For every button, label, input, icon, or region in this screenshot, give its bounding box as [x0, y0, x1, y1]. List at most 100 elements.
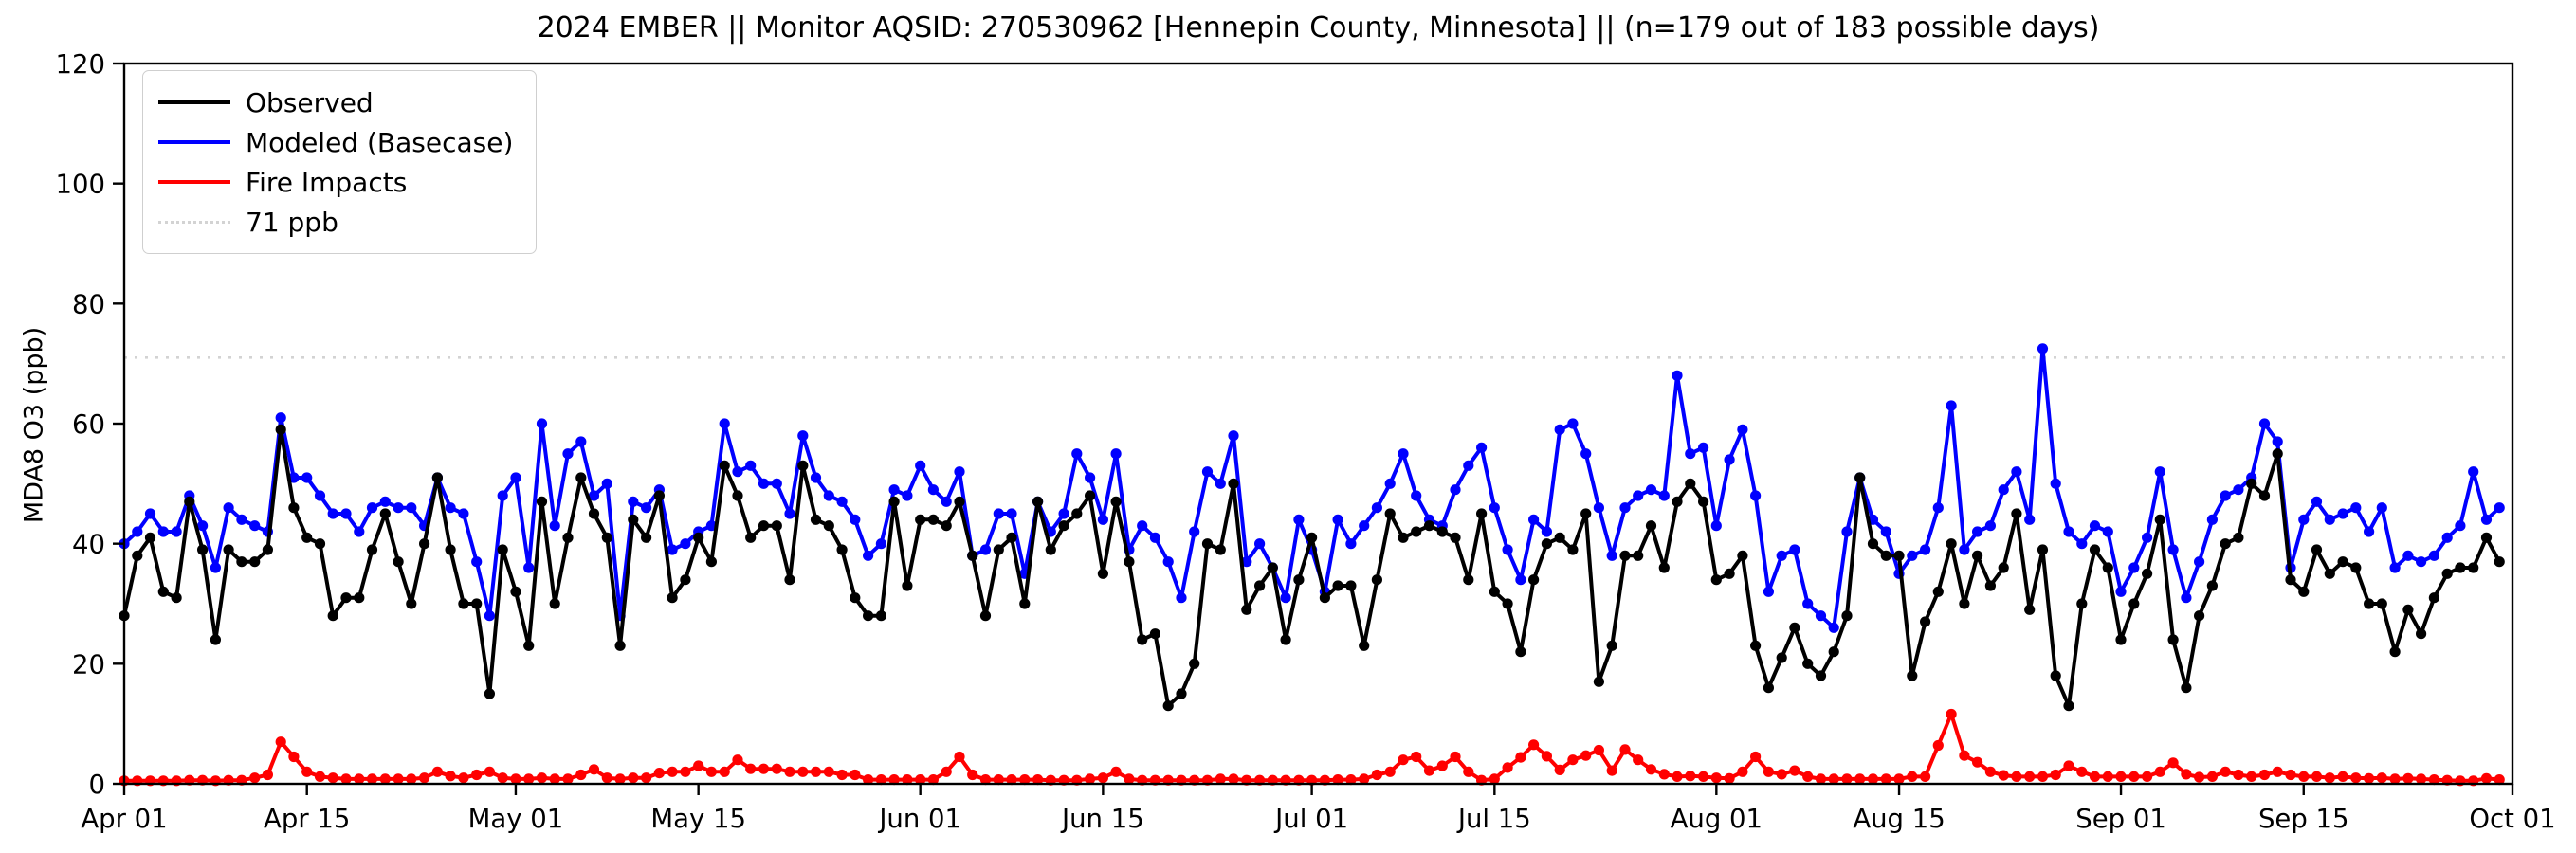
data-point	[1058, 520, 1069, 532]
data-point	[2311, 544, 2323, 555]
data-point	[1384, 508, 1396, 519]
data-point	[458, 508, 469, 519]
data-point	[262, 769, 273, 781]
data-point	[1984, 520, 1996, 532]
data-point	[1032, 496, 1044, 507]
data-point	[667, 766, 678, 777]
data-point	[1176, 592, 1187, 604]
data-point	[1750, 640, 1762, 651]
data-point	[562, 773, 574, 785]
data-point	[680, 766, 691, 777]
data-point	[144, 532, 156, 543]
data-point	[850, 592, 861, 604]
data-point	[653, 490, 666, 501]
data-point	[1645, 484, 1657, 496]
data-point	[1241, 604, 1252, 615]
data-point	[641, 502, 652, 514]
data-point	[2272, 766, 2283, 777]
data-point	[1215, 478, 1226, 489]
data-point	[1384, 478, 1396, 489]
data-point	[314, 490, 326, 501]
data-point	[549, 520, 560, 532]
data-point	[2050, 478, 2061, 489]
data-point	[810, 766, 822, 777]
data-point	[497, 544, 508, 555]
data-point	[419, 538, 430, 550]
data-point	[523, 562, 535, 573]
data-point	[2076, 766, 2088, 777]
data-point	[1110, 448, 1122, 460]
data-point	[301, 472, 313, 483]
x-tick-label: Jul 01	[1273, 804, 1348, 834]
data-point	[2376, 598, 2387, 609]
data-point	[1606, 550, 1617, 561]
data-point	[471, 556, 483, 568]
data-point	[614, 773, 626, 785]
data-point	[641, 772, 652, 784]
data-point	[406, 502, 417, 514]
data-point	[262, 544, 273, 555]
data-point	[1946, 400, 1957, 411]
data-point	[875, 610, 887, 622]
data-point	[2233, 484, 2244, 496]
data-point	[1633, 754, 1644, 766]
data-point	[2428, 774, 2439, 786]
data-point	[2233, 769, 2244, 781]
data-point	[1763, 682, 1774, 694]
data-point	[628, 772, 639, 784]
data-point	[1411, 751, 1422, 763]
data-point	[2102, 526, 2113, 537]
data-point	[1541, 751, 1552, 762]
y-tick-label: 120	[56, 49, 106, 80]
data-point	[445, 544, 456, 555]
data-point	[1633, 490, 1644, 501]
x-tick-label: Oct 01	[2469, 804, 2555, 834]
data-point	[836, 544, 848, 555]
data-point	[2089, 520, 2101, 532]
data-point	[301, 532, 313, 543]
data-point	[1737, 766, 1748, 777]
data-point	[1710, 574, 1722, 586]
data-point	[458, 598, 469, 609]
x-tick-label: Jun 01	[877, 804, 961, 834]
data-point	[1162, 700, 1174, 712]
data-point	[927, 484, 940, 496]
data-point	[510, 472, 521, 483]
legend-item-3: 71 ppb	[158, 202, 513, 242]
modeled-basecase--markers	[119, 343, 2505, 633]
data-point	[614, 640, 626, 651]
data-point	[1097, 568, 1108, 579]
data-point	[1228, 773, 1239, 785]
data-point	[653, 768, 666, 779]
data-point	[1332, 774, 1343, 786]
legend-label: 71 ppb	[246, 206, 338, 238]
data-point	[2441, 532, 2453, 543]
x-tick-label: Aug 15	[1853, 804, 1945, 834]
data-point	[979, 544, 992, 555]
data-point	[1436, 760, 1448, 771]
data-point	[1554, 764, 1565, 776]
data-point	[2194, 771, 2205, 783]
data-point	[1776, 550, 1787, 561]
data-point	[2455, 520, 2466, 532]
data-point	[2350, 562, 2362, 573]
data-point	[1450, 532, 1461, 543]
data-point	[1019, 598, 1031, 609]
data-point	[1893, 550, 1905, 561]
data-point	[2350, 502, 2362, 514]
data-point	[1332, 580, 1343, 591]
observed-markers	[119, 424, 2505, 712]
data-point	[1371, 574, 1382, 586]
data-point	[510, 586, 521, 597]
data-point	[758, 763, 770, 774]
data-point	[1201, 466, 1214, 478]
data-point	[393, 773, 404, 785]
data-point	[1162, 556, 1174, 568]
data-point	[1776, 769, 1787, 780]
data-point	[327, 610, 338, 622]
data-point	[2298, 514, 2310, 525]
data-point	[2102, 771, 2113, 783]
data-point	[2167, 634, 2179, 645]
y-tick-label: 80	[72, 289, 105, 319]
